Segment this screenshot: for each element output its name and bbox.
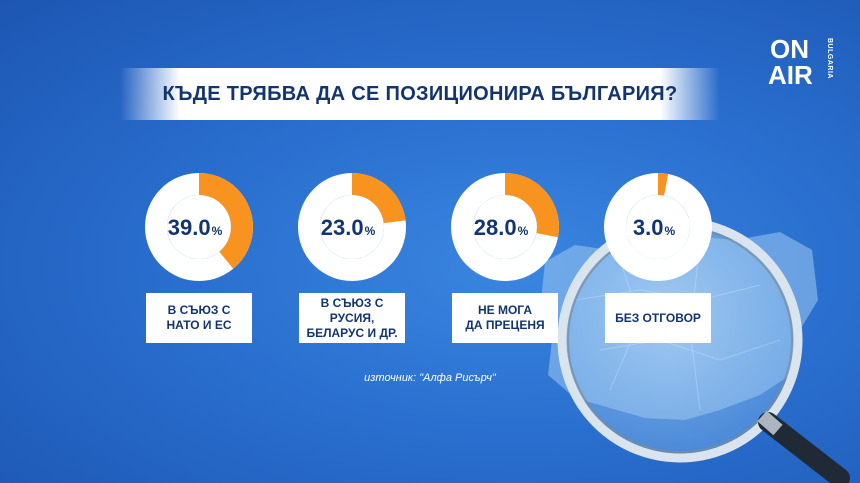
donut-slice-2: [451, 173, 559, 281]
value-label-1: 23.0%: [321, 215, 376, 240]
value-label-3: 3.0%: [633, 215, 676, 240]
on-air-logo: ON AIR BULGARIA: [768, 36, 838, 96]
donut-1: 23.0%: [298, 173, 406, 281]
donut-0: 39.0%: [145, 173, 253, 281]
title-bar: КЪДЕ ТРЯБВА ДА СЕ ПОЗИЦИОНИРА БЪЛГАРИЯ?: [120, 68, 720, 120]
category-label-no-answer: БЕЗ ОТГОВОР: [605, 293, 711, 343]
donut-3: 3.0%: [604, 173, 712, 281]
category-label-nato: В СЪЮЗ С НАТО И ЕС: [146, 293, 252, 343]
donut-slice-3: [604, 173, 712, 281]
donut-slice-1: [298, 173, 406, 281]
logo-on-text: ON: [770, 34, 809, 64]
category-label-undecided: НЕ МОГА ДА ПРЕЦЕНЯ: [452, 293, 558, 343]
logo-sub-text: BULGARIA: [826, 38, 833, 79]
donut-slice-0: [145, 173, 253, 281]
value-label-2: 28.0%: [474, 215, 529, 240]
category-label-russia: В СЪЮЗ С РУСИЯ, БЕЛАРУС И ДР.: [299, 293, 405, 343]
logo-air-text: AIR: [768, 60, 813, 90]
donut-center-1: [320, 195, 384, 259]
value-label-0: 39.0%: [168, 215, 223, 240]
donut-center-3: [626, 195, 690, 259]
donut-center-2: [473, 195, 537, 259]
donut-2: 28.0%: [451, 173, 559, 281]
donut-center-0: [167, 195, 231, 259]
chart-title: КЪДЕ ТРЯБВА ДА СЕ ПОЗИЦИОНИРА БЪЛГАРИЯ?: [162, 82, 678, 105]
source-note: източник: "Алфа Рисърч": [364, 372, 496, 384]
